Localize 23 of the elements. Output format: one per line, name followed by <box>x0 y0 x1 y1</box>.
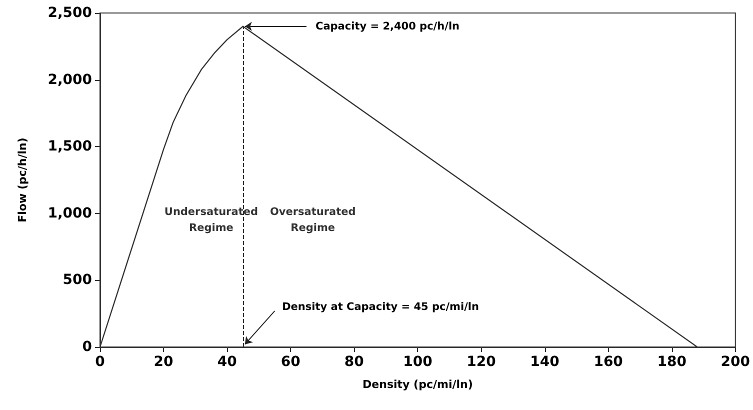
y-tick-label: 1,000 <box>48 205 92 222</box>
annotation: Density at Capacity = 45 pc/mi/ln <box>282 301 479 314</box>
x-tick-label: 20 <box>154 354 174 370</box>
y-tick-label: 1,500 <box>48 138 92 155</box>
y-tick-label: 2,500 <box>48 5 92 21</box>
annotation: Undersaturated Regime <box>164 206 258 234</box>
x-tick-label: 40 <box>217 354 238 370</box>
annotation: Capacity = 2,400 pc/h/ln <box>316 20 460 32</box>
x-tick-label: 80 <box>344 354 364 370</box>
x-tick-label: 180 <box>657 354 687 370</box>
x-tick-label: 100 <box>403 354 433 370</box>
annotation: Oversaturated Regime <box>270 206 356 234</box>
x-tick-label: 120 <box>466 354 496 370</box>
x-tick-label: 60 <box>280 354 301 370</box>
y-tick-label: 500 <box>62 272 92 288</box>
x-tick-label: 200 <box>720 354 750 370</box>
x-tick-label: 140 <box>530 354 560 370</box>
x-axis-title: Density (pc/mi/ln) <box>362 378 473 391</box>
x-tick-label: 160 <box>594 354 624 370</box>
y-tick-label: 0 <box>82 339 92 355</box>
y-axis-title: Flow (pc/h/ln) <box>16 138 29 222</box>
y-tick-label: 2,000 <box>48 72 92 88</box>
x-tick-label: 0 <box>95 354 106 370</box>
